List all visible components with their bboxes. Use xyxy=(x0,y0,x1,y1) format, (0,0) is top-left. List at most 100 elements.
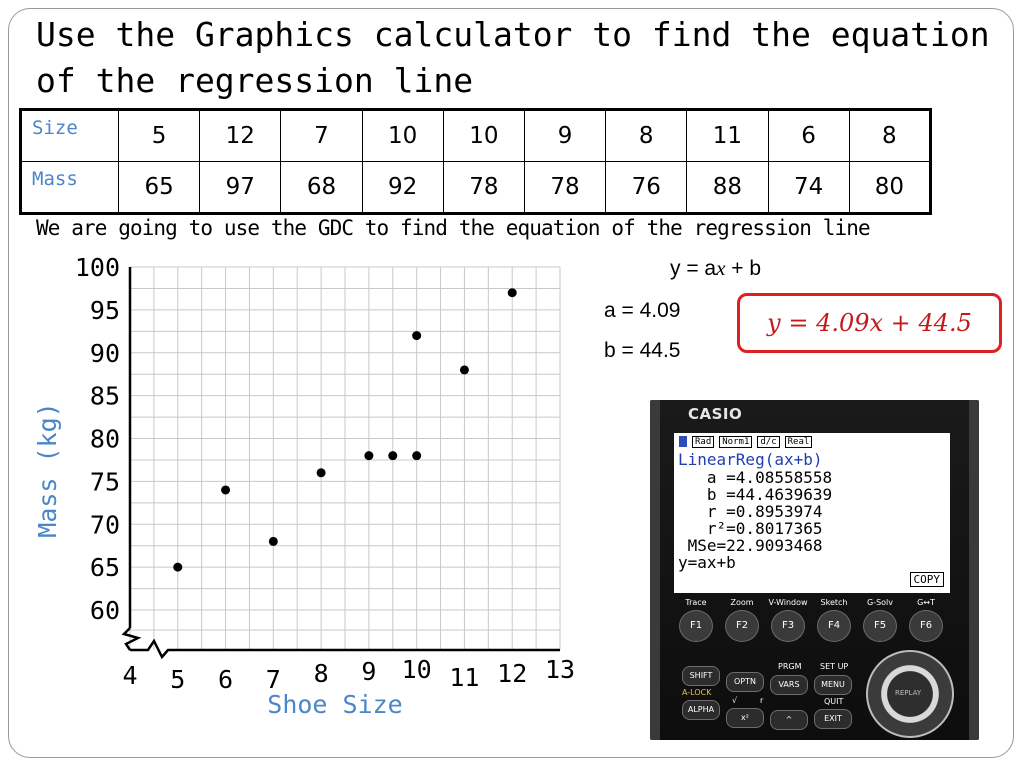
mass-cell: 97 xyxy=(199,161,282,214)
size-cell: 8 xyxy=(848,109,932,162)
data-point xyxy=(507,288,517,298)
replay-label: REPLAY xyxy=(895,689,922,697)
fkey-label: Sketch xyxy=(820,598,848,607)
function-key: Trace F1 xyxy=(676,598,716,642)
data-point xyxy=(459,365,469,375)
calculator-edge-right xyxy=(969,400,979,740)
status-tag: d/c xyxy=(757,436,780,448)
y-tick-label: 65 xyxy=(90,553,120,582)
data-point xyxy=(268,536,278,546)
y-tick-label: 60 xyxy=(90,596,120,625)
screen-line-a: a =4.08558558 xyxy=(678,468,833,487)
mass-cell: 88 xyxy=(686,161,769,214)
screen-line-b: b =44.4639639 xyxy=(678,485,833,504)
chart-axes xyxy=(121,267,560,660)
data-table: Size 5 12 7 10 10 9 8 11 6 8 Mass 65 97 … xyxy=(19,108,932,215)
data-point xyxy=(173,562,183,572)
fkey-label: Trace xyxy=(685,598,707,607)
vars-key: VARS xyxy=(770,675,808,695)
fkey-button: F1 xyxy=(679,610,713,642)
status-tag: Norm1 xyxy=(719,436,753,448)
function-key: G↔T F6 xyxy=(906,598,946,642)
y-tick-label: 75 xyxy=(90,467,120,496)
equation-prefix: y = a xyxy=(670,257,717,280)
data-point xyxy=(388,451,398,461)
calculator-edge-left xyxy=(650,400,660,740)
mass-cell: 74 xyxy=(767,161,850,214)
optn-key: OPTN xyxy=(726,672,764,692)
fkey-label: Zoom xyxy=(730,598,754,607)
x-tick-label: 12 xyxy=(497,659,527,688)
menu-key: MENU xyxy=(814,675,852,695)
y-tick-label: 90 xyxy=(90,339,120,368)
data-point xyxy=(364,451,374,461)
screen-line-r2: r²=0.8017365 xyxy=(678,519,823,538)
slide-frame xyxy=(8,8,1014,758)
size-cell: 10 xyxy=(442,109,525,162)
quit-label: QUIT xyxy=(824,697,844,706)
mass-row: Mass 65 97 68 92 78 78 76 88 74 80 xyxy=(20,161,932,214)
size-row-label: Size xyxy=(20,109,119,162)
setup-label: SET UP xyxy=(820,662,849,671)
y-axis-label: Mass (kg) xyxy=(33,402,62,537)
size-cell: 5 xyxy=(117,109,201,162)
size-cell: 11 xyxy=(686,109,769,162)
alock-label: A-LOCK xyxy=(682,688,712,697)
mass-row-label: Mass xyxy=(20,161,119,214)
x-axis-line xyxy=(130,638,560,660)
fkey-button: F2 xyxy=(725,610,759,642)
y-tick-label: 80 xyxy=(90,425,120,454)
equation-var: x xyxy=(716,256,726,280)
equation-suffix: + b xyxy=(725,257,762,280)
mass-cell: 68 xyxy=(280,161,363,214)
y-tick-label: 100 xyxy=(75,253,120,282)
size-cell: 12 xyxy=(199,109,282,162)
calculator-brand: CASIO xyxy=(688,405,743,423)
mass-cell: 76 xyxy=(605,161,688,214)
x-tick-label: 5 xyxy=(170,665,185,694)
x-tick-label: 10 xyxy=(402,655,432,684)
fkey-button: F6 xyxy=(909,610,943,642)
x-tick-label: 13 xyxy=(545,655,575,684)
data-point xyxy=(412,331,422,341)
screen-status-bar: Rad Norm1 d/c Real xyxy=(679,436,813,448)
coefficient-b: b = 44.5 xyxy=(604,339,681,362)
root-label: r xyxy=(760,696,764,705)
data-point xyxy=(412,451,422,461)
chart-tick-labels: 100 95 90 85 80 75 70 65 60 4 5 6 7 8 9 10 11 12 13 xyxy=(75,253,575,694)
screen-line-r: r =0.8953974 xyxy=(678,502,823,521)
regression-result: y = 4.09x + 44.5 xyxy=(737,293,1002,353)
shift-key: SHIFT xyxy=(682,666,720,686)
fkey-button: F3 xyxy=(771,610,805,642)
function-key: Zoom F2 xyxy=(722,598,762,642)
fkey-button: F5 xyxy=(863,610,897,642)
y-tick-label: 85 xyxy=(90,382,120,411)
sqrt-label: √ xyxy=(732,696,738,705)
data-point xyxy=(221,485,231,495)
x-tick-label: 4 xyxy=(122,661,137,690)
status-tag: Rad xyxy=(692,436,715,448)
screen-line-model: y=ax+b xyxy=(678,553,736,572)
y-tick-label: 95 xyxy=(90,296,120,325)
x-tick-label: 7 xyxy=(266,665,281,694)
y-tick-label: 70 xyxy=(90,510,120,539)
x-tick-label: 11 xyxy=(449,663,479,692)
x-tick-label: 9 xyxy=(361,657,376,686)
function-key: V-Window F3 xyxy=(768,598,808,642)
mass-cell: 80 xyxy=(848,161,932,214)
chart-points xyxy=(173,288,517,572)
alpha-key: ALPHA xyxy=(682,700,720,720)
size-cell: 8 xyxy=(605,109,688,162)
power-key: ^ xyxy=(770,710,808,730)
battery-icon xyxy=(679,436,687,447)
mass-cell: 65 xyxy=(117,161,201,214)
fkey-button: F4 xyxy=(817,610,851,642)
y-axis-break xyxy=(121,627,142,651)
x-axis-label: Shoe Size xyxy=(267,690,402,719)
size-cell: 6 xyxy=(767,109,850,162)
x-tick-label: 8 xyxy=(314,659,329,688)
data-point xyxy=(316,468,326,478)
chart-grid xyxy=(129,266,561,650)
square-key: x² xyxy=(726,708,764,728)
fkey-label: G↔T xyxy=(917,598,935,607)
